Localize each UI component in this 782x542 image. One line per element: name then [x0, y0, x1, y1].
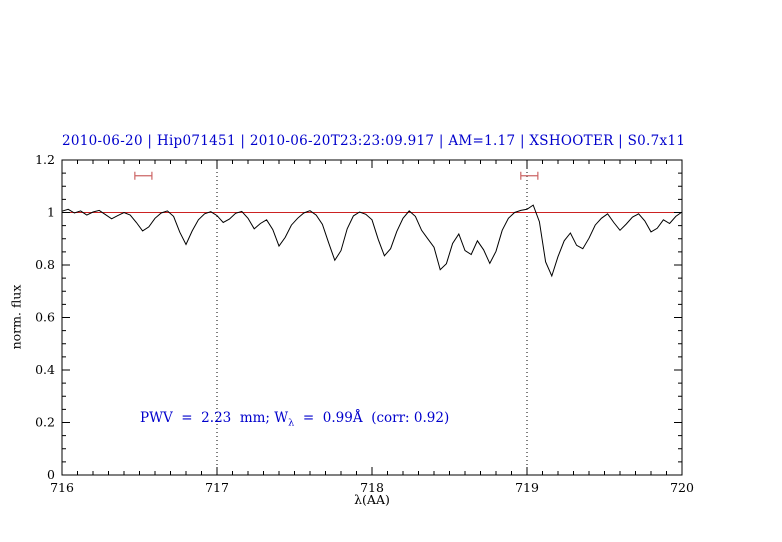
y-tick-label: 0.4: [35, 362, 55, 377]
y-tick-label: 0: [47, 467, 55, 482]
spectrum-line: [61, 204, 683, 278]
y-tick-label: 1: [47, 205, 55, 220]
plot-title: 2010-06-20 | Hip071451 | 2010-06-20T23:2…: [62, 133, 686, 149]
pwv-annotation-sub: λ: [288, 417, 295, 429]
x-axis-label: λ(AA): [354, 492, 390, 507]
pwv-annotation-pre: PWV = 2.23 mm; W: [140, 410, 289, 426]
x-tick-label: 720: [670, 480, 694, 495]
x-tick-label: 716: [50, 480, 74, 495]
pwv-annotation-post: = 0.99Å (corr: 0.92): [294, 410, 450, 426]
y-tick-label: 0.6: [35, 310, 55, 325]
x-tick-label: 719: [515, 480, 539, 495]
y-axis-label: norm. flux: [8, 284, 24, 350]
y-tick-label: 1.2: [35, 152, 55, 167]
x-tick-label: 717: [205, 480, 229, 495]
x-tick-label: 718: [360, 480, 384, 495]
y-tick-label: 0.2: [35, 415, 55, 430]
pwv-annotation: PWV = 2.23 mm; Wλ = 0.99Å (corr: 0.92): [140, 410, 449, 429]
y-tick-label: 0.8: [35, 257, 55, 272]
